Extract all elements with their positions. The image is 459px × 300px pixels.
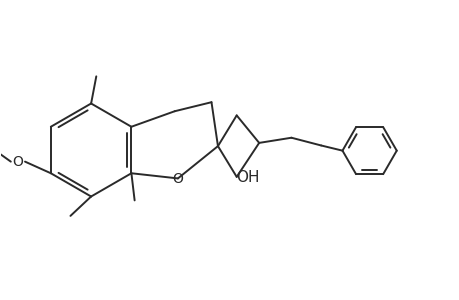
Text: OH: OH: [235, 170, 259, 185]
Text: O: O: [172, 172, 182, 186]
Text: O: O: [12, 154, 22, 169]
